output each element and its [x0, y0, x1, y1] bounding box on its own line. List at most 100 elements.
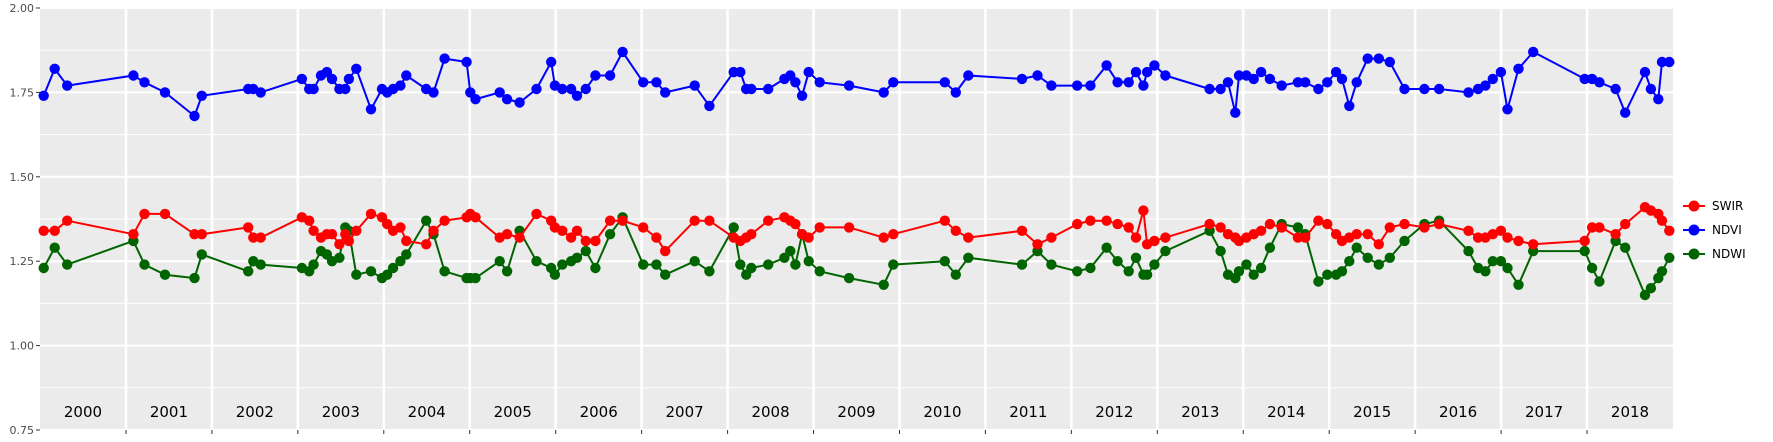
- data-point-ndvi: [963, 70, 974, 81]
- legend-key-point: [1688, 224, 1700, 236]
- data-point-ndwi: [1149, 259, 1160, 270]
- series-swir: [38, 202, 1675, 257]
- year-label: 2010: [923, 403, 961, 421]
- data-point-ndvi: [1487, 73, 1499, 85]
- data-point-ndvi: [638, 77, 649, 88]
- data-point-swir: [1399, 218, 1410, 230]
- data-point-swir: [128, 229, 139, 240]
- data-point-swir: [1528, 239, 1539, 250]
- data-point-ndvi: [1072, 80, 1083, 91]
- data-point-ndvi: [365, 104, 377, 115]
- data-point-swir: [1264, 218, 1276, 230]
- data-point-swir: [38, 225, 49, 236]
- data-point-swir: [1300, 232, 1311, 243]
- data-point-ndvi: [1330, 66, 1342, 78]
- data-point-ndwi: [1016, 259, 1028, 270]
- data-point-ndvi: [1016, 73, 1028, 85]
- data-point-ndvi: [139, 77, 150, 88]
- data-point-swir: [803, 232, 814, 243]
- data-point-ndvi: [1292, 77, 1304, 88]
- data-point-swir: [1160, 232, 1171, 243]
- data-point-ndvi: [939, 77, 950, 88]
- year-label: 2009: [837, 403, 875, 421]
- data-point-ndvi: [1233, 70, 1245, 81]
- data-point-swir: [1204, 218, 1215, 230]
- data-point-swir: [1313, 215, 1324, 226]
- data-point-ndwi: [1480, 266, 1491, 277]
- data-point-ndvi: [1656, 56, 1668, 68]
- data-point-swir: [439, 215, 450, 226]
- data-point-ndvi: [1373, 53, 1385, 64]
- data-point-swir: [1016, 225, 1028, 236]
- data-point-ndvi: [340, 83, 351, 95]
- data-point-ndwi: [1085, 262, 1096, 274]
- data-point-swir: [382, 218, 393, 230]
- data-point-swir: [159, 208, 171, 220]
- data-point-ndvi: [1215, 83, 1226, 95]
- data-point-swir: [1384, 222, 1396, 233]
- data-point-ndwi: [382, 269, 393, 280]
- data-point-ndwi: [1399, 235, 1410, 247]
- data-point-swir: [1502, 232, 1513, 243]
- data-point-ndwi: [735, 259, 746, 270]
- data-point-swir: [139, 208, 150, 220]
- data-point-ndwi: [604, 229, 616, 240]
- data-point-ndvi: [326, 73, 338, 85]
- data-point-swir: [1594, 222, 1605, 233]
- data-point-ndvi: [1300, 77, 1311, 88]
- data-point-swir: [1463, 225, 1474, 236]
- data-point-swir: [580, 235, 591, 247]
- data-point-swir: [1472, 232, 1484, 243]
- data-point-swir: [1046, 232, 1057, 243]
- year-label: 2000: [64, 403, 102, 421]
- data-point-ndvi: [878, 87, 889, 98]
- data-point-swir: [255, 232, 266, 243]
- data-point-ndvi: [439, 53, 450, 64]
- data-point-ndwi: [1594, 276, 1605, 287]
- data-point-swir: [61, 215, 73, 226]
- data-point-ndvi: [1149, 60, 1160, 71]
- data-point-ndvi: [1351, 77, 1362, 88]
- data-point-swir: [189, 229, 200, 240]
- data-point-ndvi: [401, 70, 412, 81]
- data-point-swir: [1112, 218, 1123, 230]
- legend: SWIR NDVI NDWI: [1683, 199, 1746, 261]
- data-point-swir: [1072, 218, 1083, 230]
- data-point-ndvi: [1112, 77, 1123, 88]
- data-point-ndwi: [1046, 259, 1057, 270]
- data-point-ndvi: [1433, 83, 1445, 95]
- data-point-ndwi: [590, 262, 601, 274]
- data-point-ndwi: [494, 256, 505, 267]
- data-point-ndvi: [1653, 94, 1664, 105]
- data-point-ndwi: [557, 259, 568, 270]
- data-point-ndvi: [1480, 80, 1491, 91]
- data-point-swir: [1292, 232, 1304, 243]
- legend-key-point: [1688, 248, 1700, 260]
- data-point-swir: [888, 229, 899, 240]
- data-point-ndvi: [1276, 80, 1287, 91]
- data-point-swir: [1255, 225, 1267, 236]
- data-point-swir: [334, 239, 345, 250]
- data-point-swir: [1032, 239, 1043, 250]
- data-point-swir: [1130, 232, 1142, 243]
- data-point-ndvi: [790, 77, 801, 88]
- data-point-ndwi: [580, 245, 591, 257]
- data-point-ndvi: [557, 83, 568, 95]
- data-point-ndwi: [1351, 242, 1362, 253]
- data-point-swir: [1276, 222, 1287, 233]
- data-point-swir: [326, 229, 338, 240]
- data-point-swir: [963, 232, 974, 243]
- data-point-swir: [746, 229, 757, 240]
- data-point-ndvi: [950, 87, 961, 98]
- data-point-ndvi: [1495, 66, 1507, 78]
- data-point-ndwi: [950, 269, 961, 280]
- data-point-ndvi: [461, 56, 472, 68]
- data-point-ndwi: [1241, 259, 1252, 270]
- data-point-ndvi: [1528, 46, 1539, 58]
- data-point-ndvi: [1362, 53, 1373, 64]
- data-point-ndvi: [763, 83, 774, 95]
- data-point-ndvi: [1248, 73, 1259, 85]
- data-point-swir: [308, 225, 319, 236]
- data-point-ndvi: [1579, 73, 1590, 85]
- data-point-ndvi: [1664, 56, 1675, 68]
